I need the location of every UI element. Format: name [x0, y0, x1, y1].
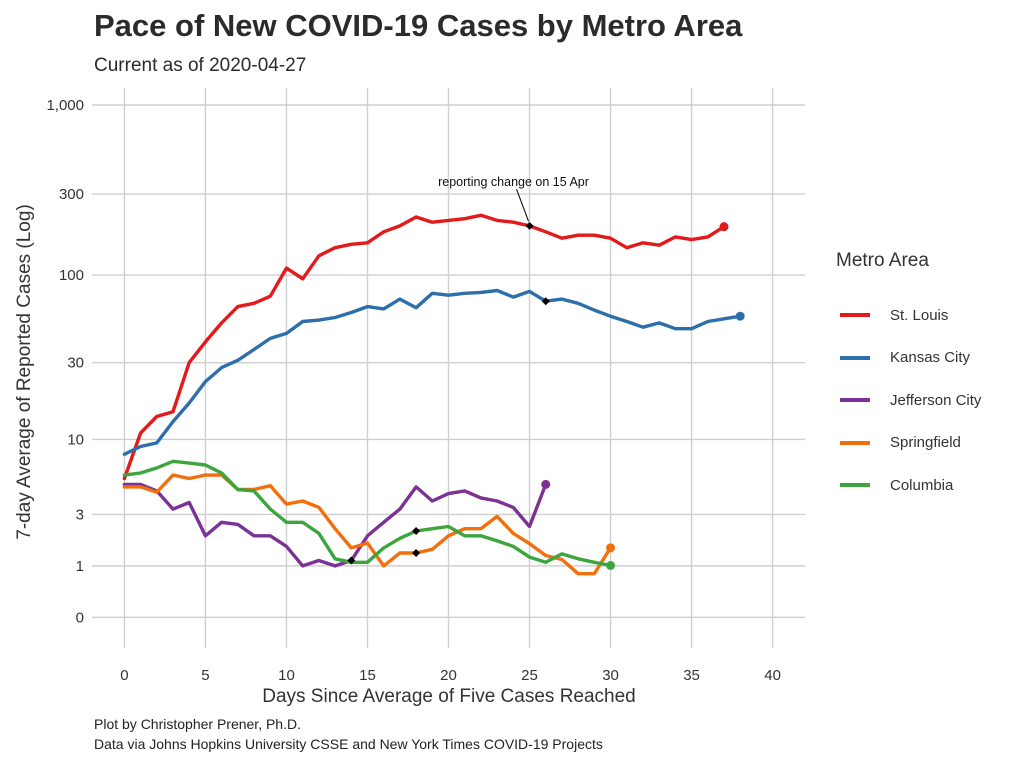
legend: Metro Area St. Louis Kansas City Jefferson… [836, 250, 981, 507]
y-axis-title: 7-day Average of Reported Cases (Log) [14, 204, 35, 540]
caption-credit: Plot by Christopher Prener, Ph.D. [94, 716, 301, 732]
y-tick-label: 3 [76, 506, 84, 523]
caption-sources: Data via Johns Hopkins University CSSE a… [94, 736, 603, 752]
series-line-jefferson-city [122, 482, 548, 568]
x-tick-label: 25 [521, 667, 538, 684]
reporting-change-marker [412, 548, 421, 557]
series-end-point [735, 311, 745, 321]
legend-swatch [840, 440, 870, 445]
series-line-kansas-city [122, 288, 742, 456]
legend-item: Jefferson City [836, 379, 981, 422]
series-line-springfield [122, 473, 613, 576]
legend-item: Columbia [836, 464, 981, 507]
y-tick-label: 30 [67, 355, 84, 372]
x-tick-label: 0 [120, 667, 128, 684]
series-end-point [719, 222, 729, 232]
legend-label: Columbia [890, 476, 954, 494]
legend-label: Springfield [890, 434, 961, 452]
reporting-change-marker [347, 556, 356, 565]
x-tick-label: 10 [278, 667, 295, 684]
legend-swatch [840, 483, 870, 488]
legend-items: St. Louis Kansas City Jefferson City Spring… [836, 294, 981, 507]
y-tick-label: 10 [67, 431, 84, 448]
annotation-pointer [516, 188, 529, 222]
legend-label: Kansas City [890, 349, 971, 367]
x-tick-label: 40 [764, 667, 781, 684]
legend-swatch [840, 398, 870, 403]
series-end-point [541, 479, 551, 489]
y-tick-label: 1 [76, 558, 84, 575]
series-line-columbia [122, 459, 613, 568]
x-tick-label: 20 [440, 667, 457, 684]
y-tick-label: 300 [59, 186, 84, 203]
annotation-text: reporting change on 15 Apr [438, 175, 589, 189]
reporting-change-marker [412, 527, 421, 536]
legend-label: Jefferson City [890, 391, 982, 409]
series-markers [347, 221, 745, 571]
series-end-point [606, 561, 616, 571]
x-tick-label: 15 [359, 667, 376, 684]
legend-item: Kansas City [836, 337, 981, 380]
chart-subtitle: Current as of 2020-04-27 [94, 55, 307, 76]
x-axis-title: Days Since Average of Five Cases Reached [262, 686, 636, 707]
legend-item: St. Louis [836, 294, 981, 337]
reporting-change-marker [525, 221, 534, 230]
series-end-point [606, 543, 616, 553]
y-tick-label: 100 [59, 267, 84, 284]
x-tick-label: 35 [683, 667, 700, 684]
legend-swatch [840, 313, 870, 318]
x-tick-label: 5 [201, 667, 209, 684]
chart-title: Pace of New COVID-19 Cases by Metro Area [94, 8, 743, 43]
legend-label: St. Louis [890, 306, 949, 324]
series-line-st-louis [122, 213, 726, 481]
y-tick-labels: 0 1 3 10 30 100 300 1,000 [46, 97, 84, 626]
series-lines [122, 213, 742, 576]
annotation: reporting change on 15 Apr [438, 175, 589, 222]
x-tick-labels: 0 5 10 15 20 25 30 35 40 [120, 667, 781, 684]
y-tick-label: 0 [76, 609, 84, 626]
legend-item: Springfield [836, 422, 981, 465]
legend-swatch [840, 355, 870, 360]
grid-lines [92, 88, 805, 648]
legend-title: Metro Area [836, 250, 929, 271]
reporting-change-marker [541, 297, 550, 306]
x-tick-label: 30 [602, 667, 619, 684]
y-tick-label: 1,000 [46, 97, 84, 114]
